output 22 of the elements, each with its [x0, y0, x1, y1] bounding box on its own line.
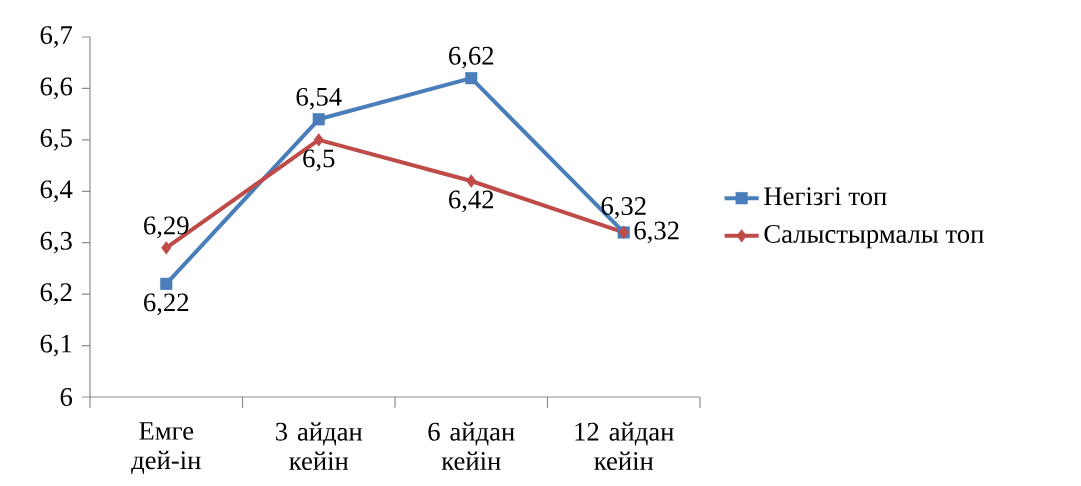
- data-label: 6,5: [303, 149, 335, 172]
- data-label: 6,42: [449, 190, 494, 213]
- data-label: 6,54: [296, 87, 342, 110]
- x-tick-label: 6 айдан кейін: [428, 422, 515, 470]
- x-tick-label: Емге дей-ін: [131, 422, 201, 475]
- data-label: 6,62: [449, 46, 494, 69]
- data-label: 6,22: [144, 293, 189, 316]
- legend-label: Салыстырмалы топ: [764, 225, 984, 249]
- x-tick-label: 12 айдан кейін: [575, 422, 674, 470]
- y-tick-label: 6,1: [40, 334, 72, 357]
- y-tick-label: 6,2: [40, 283, 72, 306]
- y-tick-label: 6,7: [40, 26, 73, 48]
- data-label: 6,32: [601, 197, 646, 219]
- y-tick-label: 6,3: [40, 231, 72, 254]
- data-label: 6,32: [634, 221, 679, 244]
- data-label: 6,29: [144, 216, 189, 239]
- y-tick-label: 6,6: [40, 77, 73, 100]
- x-tick-label: 3 айдан кейін: [276, 422, 363, 470]
- y-tick-label: 6,5: [40, 128, 72, 151]
- y-tick-label: 6: [60, 388, 73, 406]
- legend-label: Негізгі топ: [764, 187, 887, 206]
- y-tick-label: 6,4: [40, 180, 73, 203]
